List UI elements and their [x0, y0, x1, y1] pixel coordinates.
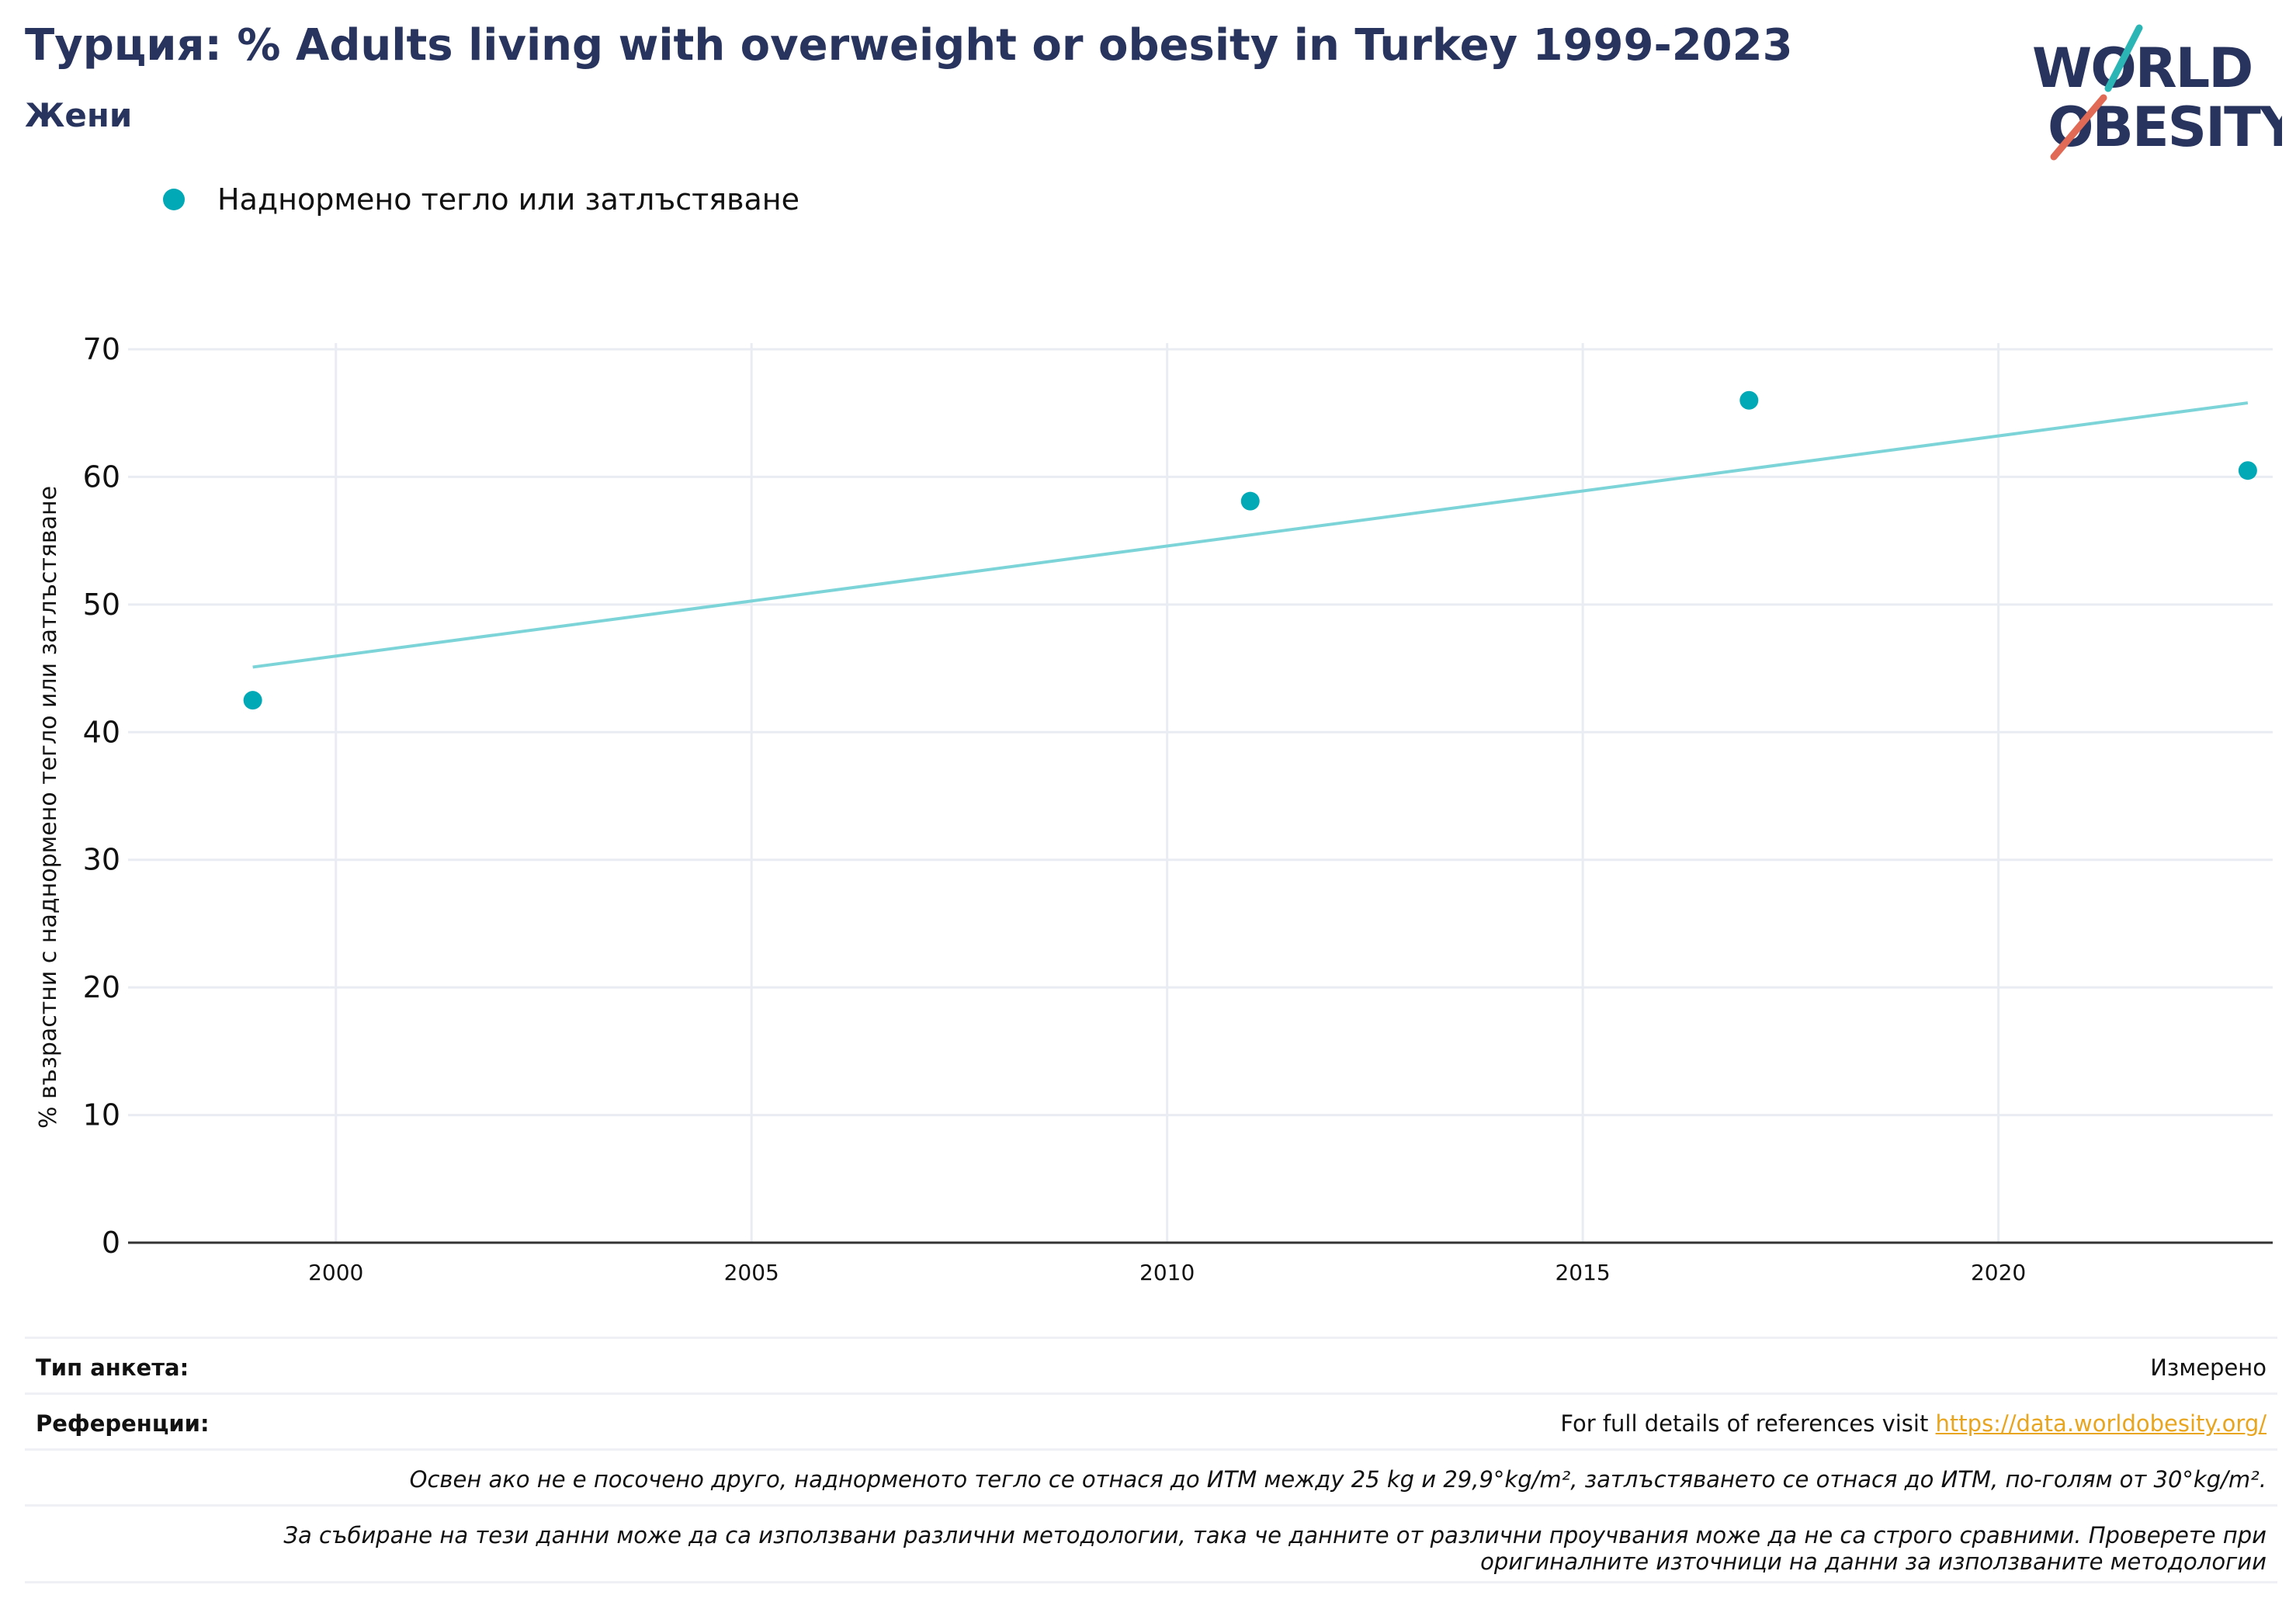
y-tick-label: 0 — [102, 1226, 120, 1260]
references-text: For full details of references visit — [1560, 1410, 1936, 1437]
survey-type-value: Измерено — [2150, 1354, 2267, 1381]
references-link[interactable]: https://data.worldobesity.org/ — [1935, 1410, 2267, 1437]
trendline-group — [252, 401, 2249, 669]
data-point — [1240, 491, 1260, 511]
logo-text-obesity: OBESITY — [2048, 95, 2282, 159]
logo-text-world: WORLD — [2032, 36, 2252, 100]
y-tick-label: 40 — [83, 715, 120, 749]
methodology-note-line1: За събиране на тези данни може да са изп… — [283, 1522, 2267, 1548]
data-point — [243, 691, 262, 710]
methodology-note-row: За събиране на тези данни може да са изп… — [25, 1504, 2277, 1583]
data-point — [2238, 461, 2257, 480]
references-row: Референции: For full details of referenc… — [25, 1392, 2277, 1448]
chart-grid — [128, 343, 2273, 1243]
x-tick-label: 2005 — [724, 1260, 779, 1285]
y-axis-label: % възрастни с наднормено тегло или затлъ… — [35, 486, 62, 1129]
references-label: Референции: — [36, 1410, 210, 1437]
chart-subtitle: Жени — [25, 96, 133, 134]
definition-note-row: Освен ако не е посочено друго, наднормен… — [25, 1448, 2277, 1504]
scatter-chart: 0 10 20 30 40 50 60 70 2000 2005 2010 2015 2020 % въ… — [35, 332, 2273, 1285]
chart-title: Турция: % Adults living with overweight … — [25, 20, 1793, 71]
chart-axes: 0 10 20 30 40 50 60 70 2000 2005 2010 2015 2020 — [83, 332, 2273, 1285]
y-tick-label: 60 — [83, 460, 120, 494]
logo-slash-top — [2104, 24, 2143, 92]
trendline — [252, 401, 2249, 669]
legend-marker — [163, 189, 185, 210]
x-tick-label: 2015 — [1555, 1260, 1610, 1285]
y-tick-label: 20 — [83, 970, 120, 1004]
y-tick-label: 70 — [83, 332, 120, 366]
logo-slash-bottom — [2050, 94, 2107, 161]
references-value: For full details of references visit htt… — [1560, 1410, 2267, 1437]
survey-type-label: Тип анкета: — [36, 1354, 189, 1381]
y-tick-label: 10 — [83, 1098, 120, 1132]
data-point — [1739, 390, 1759, 410]
world-obesity-logo: WORLD OBESITY — [2032, 24, 2282, 161]
data-points-group — [243, 390, 2257, 710]
methodology-note: За събиране на тези данни може да са изп… — [283, 1522, 2267, 1575]
x-tick-label: 2010 — [1139, 1260, 1195, 1285]
chart-legend: Наднормено тегло или затлъстяване — [163, 180, 799, 219]
definition-note: Освен ако не е посочено друго, наднормен… — [409, 1466, 2267, 1493]
x-tick-label: 2000 — [308, 1260, 363, 1285]
y-tick-label: 30 — [83, 843, 120, 877]
chart-footer: Тип анкета: Измерено Референции: For ful… — [25, 1337, 2277, 1583]
methodology-note-line2: оригиналните източници на данни за изпол… — [1480, 1548, 2267, 1575]
survey-type-row: Тип анкета: Измерено — [25, 1337, 2277, 1392]
legend-label: Наднормено тегло или затлъстяване — [217, 182, 799, 217]
x-tick-label: 2020 — [1971, 1260, 2026, 1285]
y-tick-label: 50 — [83, 588, 120, 622]
